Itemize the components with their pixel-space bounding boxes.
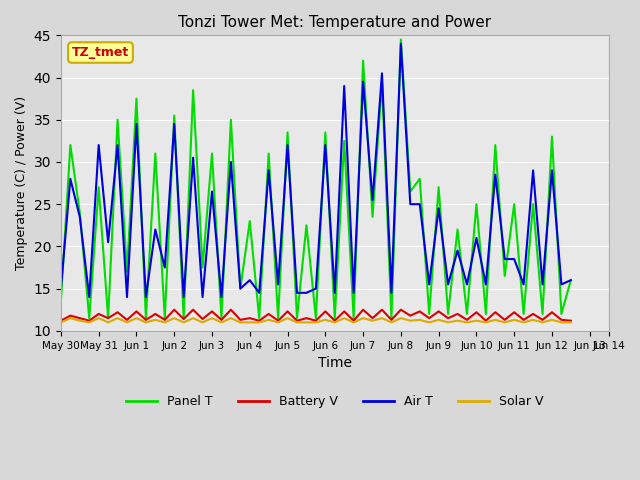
Battery V xyxy=(152,311,159,317)
Battery V xyxy=(255,318,263,324)
Panel T xyxy=(557,311,565,317)
Air T xyxy=(189,155,197,161)
Solar V xyxy=(123,320,131,325)
Panel T xyxy=(529,201,537,207)
Battery V xyxy=(189,307,197,312)
Panel T xyxy=(567,277,575,283)
Line: Battery V: Battery V xyxy=(61,310,571,321)
Air T xyxy=(57,286,65,291)
Battery V xyxy=(170,307,178,312)
Title: Tonzi Tower Met: Temperature and Power: Tonzi Tower Met: Temperature and Power xyxy=(178,15,492,30)
Solar V xyxy=(67,315,74,321)
Panel T xyxy=(397,36,404,42)
Panel T xyxy=(189,87,197,93)
Panel T xyxy=(255,315,263,321)
Air T xyxy=(85,294,93,300)
Battery V xyxy=(557,317,565,323)
Panel T xyxy=(85,315,93,321)
Line: Solar V: Solar V xyxy=(61,318,571,323)
Y-axis label: Temperature (C) / Power (V): Temperature (C) / Power (V) xyxy=(15,96,28,270)
Solar V xyxy=(57,320,65,325)
Battery V xyxy=(520,317,527,323)
Air T xyxy=(567,277,575,283)
Air T xyxy=(161,264,168,270)
Legend: Panel T, Battery V, Air T, Solar V: Panel T, Battery V, Air T, Solar V xyxy=(121,390,548,413)
Solar V xyxy=(557,320,565,325)
Battery V xyxy=(567,318,575,324)
Panel T xyxy=(57,299,65,304)
Air T xyxy=(397,41,404,47)
Air T xyxy=(557,281,565,287)
Battery V xyxy=(114,310,122,315)
Battery V xyxy=(57,318,65,324)
Text: TZ_tmet: TZ_tmet xyxy=(72,46,129,59)
Air T xyxy=(255,290,263,296)
Air T xyxy=(123,294,131,300)
X-axis label: Time: Time xyxy=(318,356,352,370)
Solar V xyxy=(189,315,197,321)
Solar V xyxy=(520,320,527,325)
Air T xyxy=(529,168,537,173)
Solar V xyxy=(255,320,263,325)
Solar V xyxy=(161,320,168,325)
Line: Air T: Air T xyxy=(61,44,571,297)
Panel T xyxy=(161,315,168,321)
Panel T xyxy=(123,269,131,275)
Line: Panel T: Panel T xyxy=(61,39,571,318)
Solar V xyxy=(567,320,575,325)
